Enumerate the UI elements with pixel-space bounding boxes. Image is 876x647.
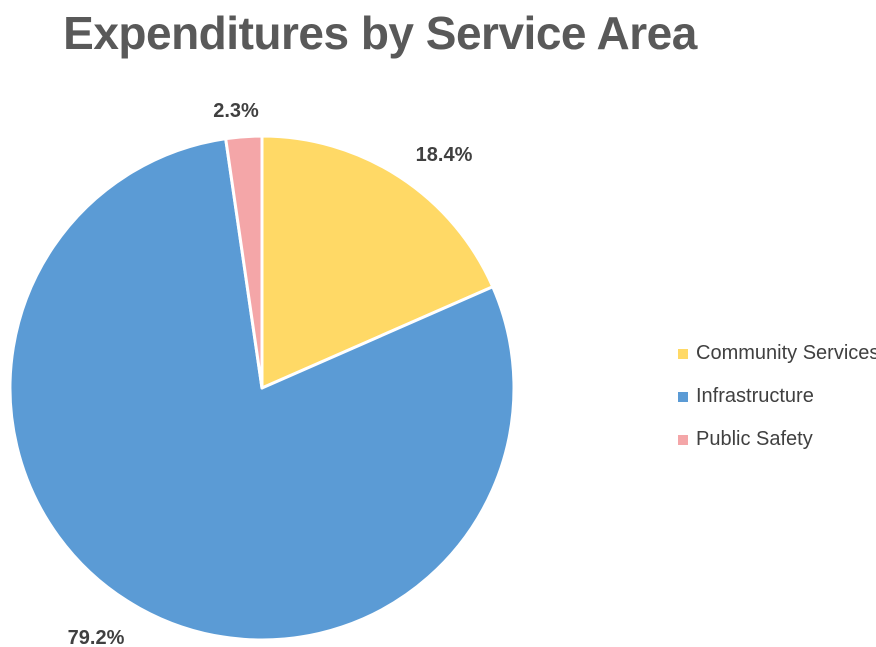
data-label-community-services: 18.4%	[416, 144, 473, 166]
legend-item-community-services: Community Services	[678, 332, 876, 375]
legend-label: Infrastructure	[696, 385, 814, 407]
legend-swatch	[678, 391, 688, 402]
legend-item-infrastructure: Infrastructure	[678, 375, 876, 418]
pie-slices	[8, 134, 516, 642]
data-label-public-safety: 2.3%	[213, 100, 259, 122]
legend-label: Public Safety	[696, 428, 813, 450]
pie-slice-community-services	[260, 134, 495, 390]
legend-label: Community Services	[696, 342, 876, 364]
legend-swatch	[678, 348, 688, 359]
legend-swatch	[678, 434, 688, 445]
chart-legend: Community Services Infrastructure Public S…	[678, 332, 876, 461]
data-label-infrastructure: 79.2%	[68, 627, 125, 647]
legend-item-public-safety: Public Safety	[678, 418, 876, 461]
pie-data-labels: 18.4% 79.2% 2.3%	[68, 100, 473, 647]
pie-slice-public-safety	[224, 134, 264, 390]
chart-title: Expenditures by Service Area	[63, 7, 697, 59]
